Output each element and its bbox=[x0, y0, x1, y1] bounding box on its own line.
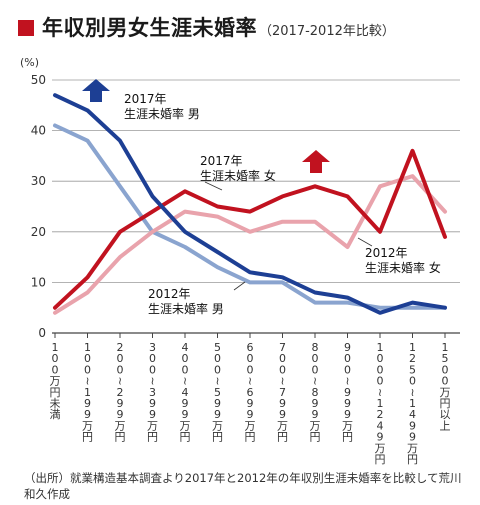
arrow-up-icon bbox=[302, 150, 330, 173]
x-tick-label: 9 0 0 ≀ 9 9 9 万円 bbox=[342, 341, 353, 444]
y-tick-label: 30 bbox=[31, 174, 46, 188]
y-tick-label: 50 bbox=[31, 73, 46, 87]
title-block: 年収別男女生涯未婚率 （2017-2012年比較） bbox=[18, 12, 395, 42]
series-label-year: 2012年 bbox=[365, 246, 408, 260]
x-tick-label: 3 0 0 ≀ 3 9 9 万円 bbox=[147, 341, 158, 444]
x-tick-label: 6 0 0 ≀ 6 9 9 万円 bbox=[245, 341, 256, 444]
series-label-year: 2017年 bbox=[124, 92, 167, 106]
line-chart: 0 10 20 30 40 50 (%) 1 0 0 万円未満 1 0 0 ≀ 1 9 9 万円 2 0 0 ≀ 2 9 9 万円 3… bbox=[20, 56, 460, 466]
x-tick-label: 5 0 0 ≀ 5 9 9 万円 bbox=[212, 341, 223, 444]
chart-title: 年収別男女生涯未婚率 bbox=[42, 16, 257, 40]
y-tick-label: 40 bbox=[31, 124, 46, 138]
series-line-3 bbox=[53, 174, 447, 315]
y-tick-label: 0 bbox=[38, 326, 46, 340]
chart-subtitle: （2017-2012年比較） bbox=[259, 24, 395, 39]
series-line-2 bbox=[53, 148, 447, 310]
x-tick-label: 1 2 5 0 ≀ 1 4 9 9 万円 bbox=[407, 341, 418, 466]
x-tick-label: 1 0 0 0 ≀ 1 2 4 9 万円 bbox=[375, 341, 386, 466]
series-line-0 bbox=[53, 93, 447, 315]
x-tick-label: 7 0 0 ≀ 7 9 9 万円 bbox=[277, 341, 288, 444]
x-tick-label: 8 0 0 ≀ 8 9 9 万円 bbox=[310, 341, 321, 444]
leader-line bbox=[233, 281, 246, 291]
x-tick-label: 4 0 0 ≀ 4 9 9 万円 bbox=[180, 341, 191, 444]
y-tick-label: 20 bbox=[31, 225, 46, 239]
x-tick-label: 1 0 0 万円未満 bbox=[50, 341, 61, 421]
x-tick-label: 1 5 0 0 万円以上 bbox=[440, 341, 451, 432]
y-tick-label: 10 bbox=[31, 275, 46, 289]
series-line-1 bbox=[53, 123, 447, 310]
x-tick-label: 1 0 0 ≀ 1 9 9 万円 bbox=[82, 341, 93, 444]
series-label-name: 生涯未婚率 女 bbox=[365, 260, 441, 275]
series-label-name: 生涯未婚率 男 bbox=[148, 301, 224, 316]
y-axis-label: (%) bbox=[20, 56, 39, 69]
arrow-up-icon bbox=[82, 79, 110, 102]
series-label-name: 生涯未婚率 男 bbox=[124, 106, 200, 121]
title-square-icon bbox=[18, 20, 34, 36]
leader-line bbox=[204, 181, 223, 191]
x-tick-label: 2 0 0 ≀ 2 9 9 万円 bbox=[115, 341, 126, 444]
series-label-name: 生涯未婚率 女 bbox=[200, 168, 276, 183]
series-label-year: 2017年 bbox=[200, 154, 243, 168]
source-note: （出所）就業構造基本調査より2017年と2012年の年収別生涯未婚率を比較して荒… bbox=[24, 471, 462, 501]
leader-line bbox=[357, 237, 373, 247]
series-label-year: 2012年 bbox=[148, 287, 191, 301]
